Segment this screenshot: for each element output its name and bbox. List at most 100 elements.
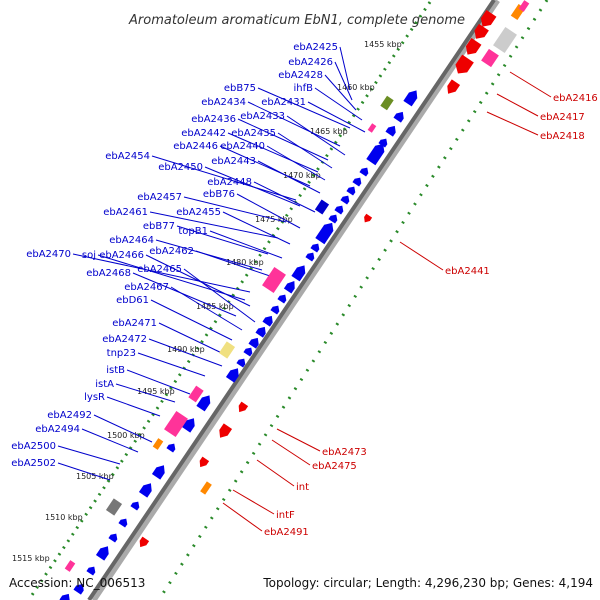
map-title: Aromatoleum aromaticum EbN1, complete ge…	[128, 13, 465, 28]
forward-gene-label[interactable]: ebA2465	[137, 264, 182, 275]
reverse-gene-label[interactable]: ebA2473	[322, 447, 367, 458]
forward-gene	[283, 281, 295, 294]
leader-line	[93, 414, 153, 443]
reverse-gene-label[interactable]: ebA2418	[540, 131, 585, 142]
leader-line	[509, 71, 552, 98]
forward-gene-label[interactable]: ebA2443	[211, 156, 256, 167]
genome-summary-text: Topology: circular; Length: 4,296,230 bp…	[262, 576, 593, 590]
leader-line	[257, 87, 351, 129]
reverse-gene	[238, 401, 249, 413]
forward-gene-label[interactable]: ebA2448	[207, 177, 252, 188]
reverse-gene-label[interactable]: ebA2417	[540, 112, 585, 123]
forward-gene-label[interactable]: ebB76	[203, 189, 235, 200]
forward-gene-label[interactable]: istA	[95, 379, 114, 390]
forward-gene-label[interactable]: ebA2454	[105, 151, 150, 162]
leader-line	[286, 115, 346, 156]
leader-line	[149, 211, 279, 239]
leader-line	[324, 74, 357, 111]
forward-gene	[181, 418, 195, 433]
leader-line	[266, 145, 326, 181]
leader-line	[176, 225, 269, 255]
forward-gene-label[interactable]: ebA2472	[102, 334, 147, 345]
forward-gene	[385, 125, 396, 137]
forward-gene-label[interactable]: ebA2457	[137, 192, 182, 203]
forward-gene-label[interactable]: ebA2426	[288, 57, 333, 68]
forward-gene	[118, 518, 128, 528]
forward-gene-label[interactable]: lysR	[84, 392, 105, 403]
reverse-gene-label[interactable]: ebA2491	[264, 527, 309, 538]
reverse-gene-label[interactable]: ebA2475	[312, 461, 357, 472]
forward-gene-label[interactable]: ebA2425	[293, 42, 338, 53]
leader-line	[209, 230, 283, 259]
reverse-gene	[199, 456, 210, 468]
forward-gene	[248, 337, 259, 349]
forward-gene-label[interactable]: ebB77	[143, 221, 175, 232]
misc-feature	[262, 266, 286, 294]
leader-line	[57, 462, 111, 481]
forward-gene-label[interactable]: ebD61	[116, 295, 149, 306]
forward-gene	[314, 199, 330, 215]
forward-gene-label[interactable]: ebA2446	[173, 141, 218, 152]
forward-gene	[255, 326, 266, 338]
forward-gene-label[interactable]: ebA2471	[112, 318, 157, 329]
forward-gene-label[interactable]: topB1	[178, 226, 208, 237]
leader-line	[137, 352, 206, 377]
forward-gene-label[interactable]: ebA2502	[11, 458, 56, 469]
forward-gene-label[interactable]: ebA2428	[278, 70, 323, 81]
forward-gene-label[interactable]: ebA2455	[176, 207, 221, 218]
leader-line	[276, 428, 321, 452]
forward-gene	[166, 443, 176, 453]
forward-gene	[95, 546, 109, 561]
forward-gene-label[interactable]: ebA2500	[11, 441, 56, 452]
forward-gene-label[interactable]: ebA2442	[181, 128, 226, 139]
leader-line	[399, 241, 444, 271]
leader-line	[307, 101, 366, 133]
forward-gene-label[interactable]: ebA2450	[158, 162, 203, 173]
forward-gene-label[interactable]: soj	[82, 250, 96, 261]
kbp-tick-label: 1495 kbp	[137, 387, 175, 396]
kbp-tick-label: 1465 kbp	[310, 127, 348, 136]
forward-gene	[138, 483, 152, 498]
forward-gene-label[interactable]: ebA2467	[124, 282, 169, 293]
leader-line	[57, 445, 121, 465]
reverse-gene-label[interactable]: intF	[276, 510, 295, 521]
forward-gene-label[interactable]: ebB75	[224, 83, 256, 94]
forward-gene-label[interactable]: ihfB	[294, 83, 314, 94]
forward-gene-label[interactable]: ebA2434	[201, 97, 246, 108]
kbp-tick-label: 1490 kbp	[167, 345, 205, 354]
forward-gene-label[interactable]: ebA2466	[99, 250, 144, 261]
leader-line	[126, 369, 191, 395]
forward-gene-label[interactable]: ebA2492	[47, 410, 92, 421]
reverse-gene-label[interactable]: ebA2416	[553, 93, 598, 104]
forward-gene	[277, 294, 287, 304]
forward-gene-label[interactable]: tnp23	[107, 348, 136, 359]
forward-gene-label[interactable]: ebA2464	[109, 235, 154, 246]
forward-gene-label[interactable]: ebA2470	[26, 249, 71, 260]
repeat-feature	[152, 438, 164, 450]
forward-gene	[108, 533, 118, 543]
forward-gene-label[interactable]: ebA2440	[220, 141, 265, 152]
forward-gene-label[interactable]: ebA2462	[149, 246, 194, 257]
reverse-feature	[200, 481, 212, 495]
leader-line	[271, 439, 311, 466]
forward-gene-labels: ebA2425 ebA2426 ebA2428 ihfB ebB75 ebA2431 ebA…	[11, 42, 338, 469]
forward-gene-label[interactable]: ebA2436	[191, 114, 236, 125]
leader-line	[219, 145, 311, 187]
forward-gene-label[interactable]: ebA2431	[261, 97, 306, 108]
reverse-gene-label[interactable]: ebA2441	[445, 266, 490, 277]
forward-gene-label[interactable]: ebA2435	[231, 128, 276, 139]
misc-feature	[64, 560, 76, 572]
leader-line	[72, 253, 251, 293]
forward-gene-label[interactable]: ebA2494	[35, 424, 80, 435]
forward-gene-label[interactable]: istB	[106, 365, 125, 376]
forward-gene-label[interactable]: ebA2433	[240, 111, 285, 122]
leader-line	[227, 132, 319, 173]
forward-gene-label[interactable]: ebA2461	[103, 207, 148, 218]
kbp-tick-label: 1485 kbp	[196, 302, 234, 311]
forward-gene	[270, 305, 280, 315]
leader-line	[195, 250, 271, 277]
reverse-gene-label[interactable]: int	[296, 482, 309, 493]
forward-gene-label[interactable]: ebA2468	[86, 268, 131, 279]
forward-gene	[130, 501, 140, 511]
